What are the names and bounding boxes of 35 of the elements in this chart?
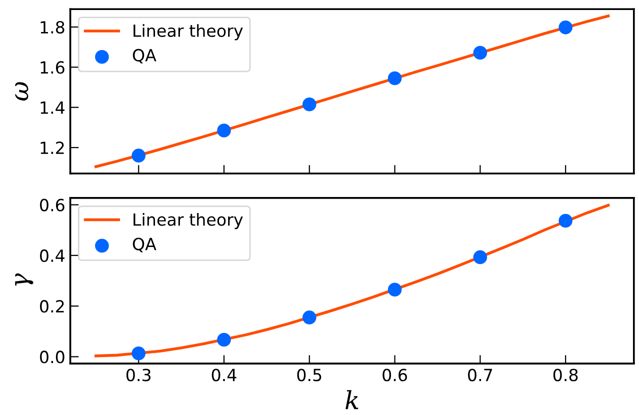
x-tick-label: 0.7 [468, 368, 492, 382]
point [302, 310, 316, 324]
point [388, 282, 402, 297]
point [217, 332, 231, 347]
point [132, 346, 146, 360]
legend-label: Linear theory [134, 212, 243, 230]
point [558, 20, 572, 34]
x-tick-label: 0.3 [126, 368, 151, 382]
x-tick-label: 0.8 [553, 368, 578, 382]
y-tick-label: 1.4 [40, 102, 64, 114]
point [217, 124, 231, 138]
y-tick-label: 0.4 [40, 249, 64, 262]
legend-label: QA [132, 238, 156, 252]
y-axis-title: γ [15, 273, 34, 286]
x-tick-label: 0.5 [297, 368, 322, 382]
y-tick-label: 1.8 [40, 20, 64, 34]
point [558, 214, 572, 228]
y-tick-label: 1.6 [40, 61, 64, 74]
x-tick-label: 0.6 [382, 368, 407, 382]
legend-label: QA [132, 48, 156, 64]
point [388, 71, 402, 86]
point [132, 148, 146, 162]
legend-label: Linear theory [134, 24, 243, 40]
y-axis-title: ω [15, 82, 28, 101]
point [473, 250, 488, 264]
x-tick-label: 0.4 [212, 368, 236, 382]
y-tick-label: 0.6 [40, 198, 64, 212]
y-tick-label: 1.2 [40, 142, 64, 154]
line-series [94, 14, 610, 168]
y-tick-label: 0.2 [40, 300, 64, 313]
y-tick-label: 0.0 [40, 350, 64, 364]
line-series [94, 204, 610, 358]
point [302, 97, 316, 112]
point [473, 46, 488, 60]
x-axis-title: k [346, 390, 358, 410]
